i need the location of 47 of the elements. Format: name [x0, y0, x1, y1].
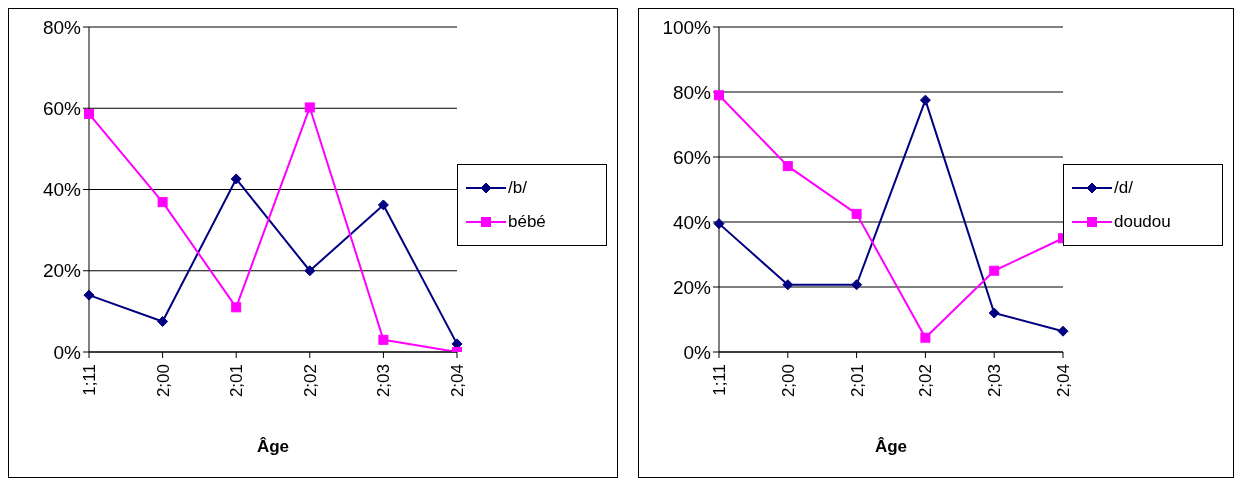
- point: [157, 316, 169, 328]
- y-tick-label: 20%: [42, 260, 82, 282]
- point: [851, 279, 863, 291]
- legend-label: doudou: [1114, 211, 1171, 232]
- y-tick-label: 0%: [53, 341, 82, 363]
- x-tick-label: 1;11: [80, 364, 100, 396]
- x-tick-label: 2;01: [847, 364, 867, 398]
- legend-label: bébé: [508, 211, 546, 232]
- point: [231, 302, 242, 313]
- point: [304, 265, 316, 277]
- point: [83, 289, 95, 301]
- point: [851, 208, 862, 219]
- point: [920, 332, 931, 343]
- x-tick-label: 2;02: [916, 364, 936, 398]
- point: [230, 173, 242, 185]
- point: [378, 334, 389, 345]
- point: [304, 102, 315, 113]
- point: [377, 199, 389, 211]
- point: [782, 279, 794, 291]
- x-axis-title: Âge: [256, 437, 290, 456]
- point: [989, 265, 1000, 276]
- point: [157, 197, 168, 208]
- x-tick-label: 2;00: [778, 364, 798, 398]
- x-tick-label: 2;01: [227, 364, 247, 398]
- y-tick-label: 0%: [683, 341, 712, 363]
- point: [1057, 325, 1069, 337]
- y-tick-label: 60%: [672, 146, 712, 168]
- x-tick-label: 2;03: [374, 364, 394, 398]
- y-tick-label: 80%: [42, 16, 82, 38]
- y-tick-label: 20%: [672, 276, 712, 298]
- y-tick-label: 80%: [672, 81, 712, 103]
- y-tick-label: 40%: [42, 179, 82, 201]
- point: [919, 94, 931, 106]
- legend-label: /d/: [1114, 177, 1133, 198]
- x-tick-label: 2;04: [448, 364, 468, 398]
- x-tick-label: 2;03: [985, 364, 1005, 398]
- x-tick-label: 1;11: [710, 364, 730, 396]
- x-axis-title: Âge: [874, 437, 908, 456]
- x-tick-label: 2;04: [1054, 364, 1074, 398]
- y-tick-label: 100%: [662, 16, 712, 38]
- x-tick-label: 2;02: [300, 364, 320, 398]
- legend-label: /b/: [508, 177, 527, 198]
- y-tick-label: 40%: [672, 211, 712, 233]
- x-tick-label: 2;00: [153, 364, 173, 398]
- y-tick-label: 60%: [42, 98, 82, 119]
- point: [988, 307, 1000, 319]
- point: [782, 161, 793, 172]
